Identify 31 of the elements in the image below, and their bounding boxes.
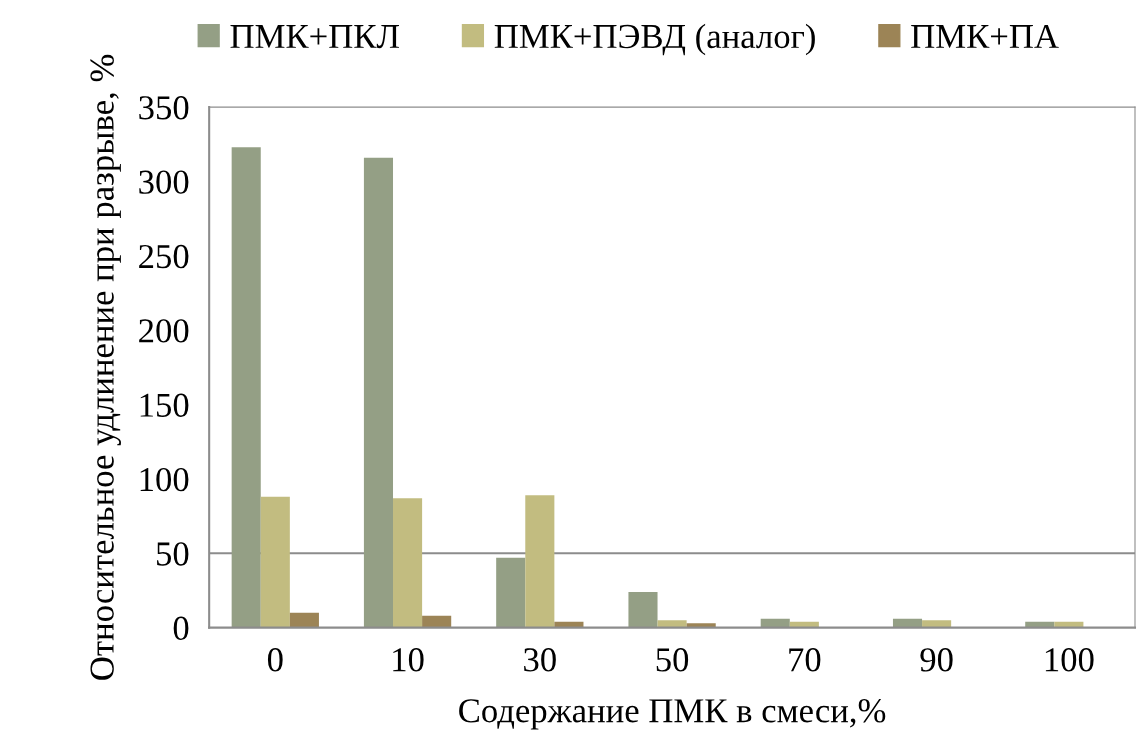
y-tick-label: 150: [140, 393, 189, 417]
y-axis-title: Относительное удлинение при разрыве, %: [90, 54, 121, 680]
bar: [231, 147, 261, 628]
bar: [289, 612, 319, 628]
y-tick-label: 350: [139, 96, 189, 120]
bar: [363, 157, 394, 628]
bar: [496, 557, 526, 628]
x-tick-label: 90: [920, 648, 953, 672]
x-tick-label: 0: [267, 648, 283, 672]
bar: [922, 620, 952, 628]
y-tick-label: 50: [157, 542, 189, 566]
bar: [422, 615, 452, 628]
y-tick-label: 250: [139, 244, 189, 269]
bar: [260, 496, 290, 628]
y-tick-label: 100: [140, 467, 189, 492]
x-tick-label: 100: [1045, 648, 1094, 672]
legend-label: ПМК+ПКЛ: [230, 25, 399, 49]
x-axis-title: Содержание ПМК в смеси,%: [459, 699, 886, 730]
legend-label: ПМК+ПА: [911, 24, 1059, 48]
x-tick-label: 70: [789, 648, 821, 672]
bar: [628, 591, 658, 628]
x-tick-label: 50: [656, 648, 689, 672]
bar: [393, 498, 423, 628]
x-tick-label: 10: [393, 648, 424, 672]
bar: [525, 495, 555, 628]
bar: [657, 620, 687, 628]
x-tick-label: 30: [524, 648, 556, 672]
y-tick-label: 200: [139, 319, 189, 343]
y-tick-label: 300: [139, 170, 189, 194]
y-tick-label: 0: [173, 616, 189, 641]
legend-label: ПМК+ПЭВД (аналог): [494, 23, 815, 56]
